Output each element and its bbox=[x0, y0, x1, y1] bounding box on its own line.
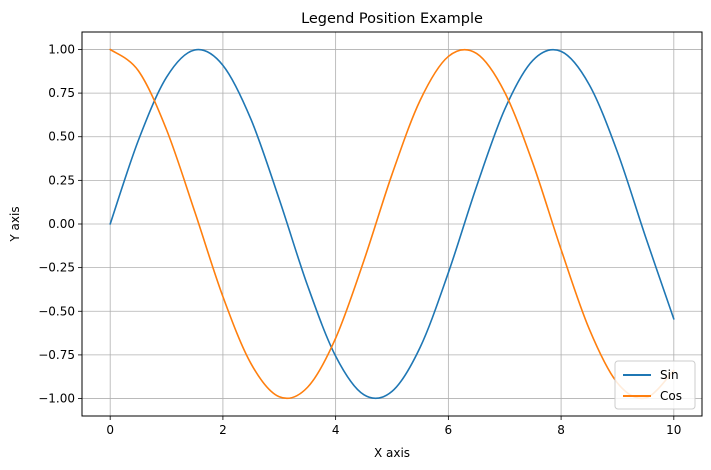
x-tick-label: 8 bbox=[557, 423, 565, 437]
y-tick-label: −0.25 bbox=[38, 261, 75, 275]
legend-label-sin: Sin bbox=[660, 368, 679, 382]
x-axis-label: X axis bbox=[374, 446, 410, 460]
x-tick-label: 0 bbox=[106, 423, 114, 437]
x-tick-label: 4 bbox=[332, 423, 340, 437]
x-tick-label: 2 bbox=[219, 423, 227, 437]
y-tick-label: 0.00 bbox=[48, 217, 75, 231]
y-tick-label: −0.75 bbox=[38, 348, 75, 362]
y-tick-label: 0.50 bbox=[48, 130, 75, 144]
chart-title: Legend Position Example bbox=[301, 11, 483, 27]
y-tick-label: −1.00 bbox=[38, 392, 75, 406]
y-tick-label: 1.00 bbox=[48, 42, 75, 56]
x-tick-label: 6 bbox=[445, 423, 453, 437]
series-line-cos bbox=[109, 48, 675, 400]
legend-label-cos: Cos bbox=[660, 389, 682, 403]
grid bbox=[82, 32, 702, 416]
y-tick-label: −0.50 bbox=[38, 304, 75, 318]
y-tick-label: 0.25 bbox=[48, 173, 75, 187]
y-axis-label: Y axis bbox=[8, 206, 22, 242]
legend: Sin Cos bbox=[614, 360, 696, 410]
y-tick-label: 0.75 bbox=[48, 86, 75, 100]
x-tick-label: 10 bbox=[666, 423, 681, 437]
legend-box bbox=[614, 360, 696, 410]
plot-lines bbox=[109, 48, 675, 400]
axis-ticks: 0 2 4 6 8 10 −1.00 −0.75 −0.50 −0.25 0.00 0.25 0.50 0… bbox=[38, 42, 681, 437]
series-line-sin bbox=[109, 48, 675, 400]
